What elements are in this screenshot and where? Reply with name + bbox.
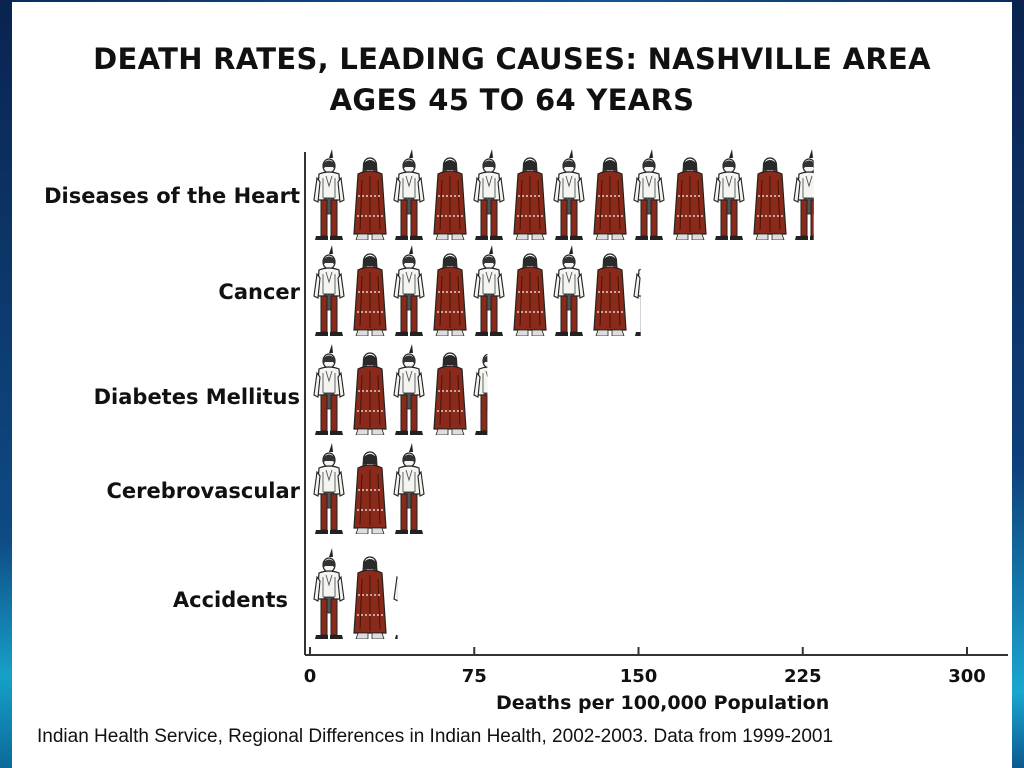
native-figure-icon [753,157,787,240]
native-figure-icon [433,157,467,240]
native-figure-icon [513,157,547,240]
slide-edge-right [1012,0,1024,768]
native-figure-icon [353,556,387,639]
source-note: Indian Health Service, Regional Differen… [37,726,834,747]
chart-title: DEATH RATES, LEADING CAUSES: NASHVILLE A… [93,42,931,76]
axes-layer: 0 75 150 225 300 [304,152,1008,687]
native-figure-icon [793,148,814,240]
native-figure-icon [313,547,345,639]
native-figure-icon [313,343,345,435]
slide: DEATH RATES, LEADING CAUSES: NASHVILLE A… [12,2,1012,768]
native-figure-icon [313,442,345,534]
x-tick-label: 150 [620,666,658,687]
native-figure-icon [553,244,585,336]
native-figure-icon [353,253,387,336]
native-figure-icon [673,157,707,240]
native-figure-icon [393,547,398,639]
native-figure-icon [473,148,505,240]
native-figure-icon [313,148,345,240]
slide-edge-left [0,0,12,768]
native-figure-icon [434,452,466,534]
native-figure-icon [593,157,627,240]
pictograph-bar [313,244,641,336]
native-figure-icon [313,244,345,336]
native-figure-icon [593,253,627,336]
native-figure-icon [353,157,387,240]
native-figure-icon [393,343,425,435]
x-tick-label: 225 [784,666,822,687]
category-label: Diseases of the Heart [44,184,300,208]
chart-subtitle: AGES 45 TO 64 YEARS [329,83,695,117]
native-figure-icon [353,352,387,435]
category-label: Diabetes Mellitus [93,385,300,409]
pictograph-bar [313,547,398,639]
pictograph-bar [313,442,466,534]
native-figure-icon [353,451,387,534]
native-figure-icon [473,244,505,336]
native-figure-icon [633,244,641,336]
pictograph-chart: 0 75 150 225 300 [304,148,1008,687]
x-tick-label: 300 [948,666,986,687]
pictograph-bar [313,343,488,435]
native-figure-icon [633,148,665,240]
category-label: Cancer [218,280,300,304]
native-figure-icon [393,148,425,240]
x-tick-label: 75 [462,666,487,687]
category-label: Cerebrovascular [106,479,300,503]
native-figure-icon [473,343,488,435]
native-figure-icon [393,442,425,534]
x-axis-label: Deaths per 100,000 Population [496,692,830,714]
native-figure-icon [433,253,467,336]
native-figure-icon [553,148,585,240]
bars-layer [313,148,814,639]
category-label: Accidents [172,588,288,612]
native-figure-icon [713,148,745,240]
native-figure-icon [393,244,425,336]
x-tick-label: 0 [304,666,317,687]
native-figure-icon [433,352,467,435]
native-figure-icon [513,253,547,336]
pictograph-bar [313,148,814,240]
